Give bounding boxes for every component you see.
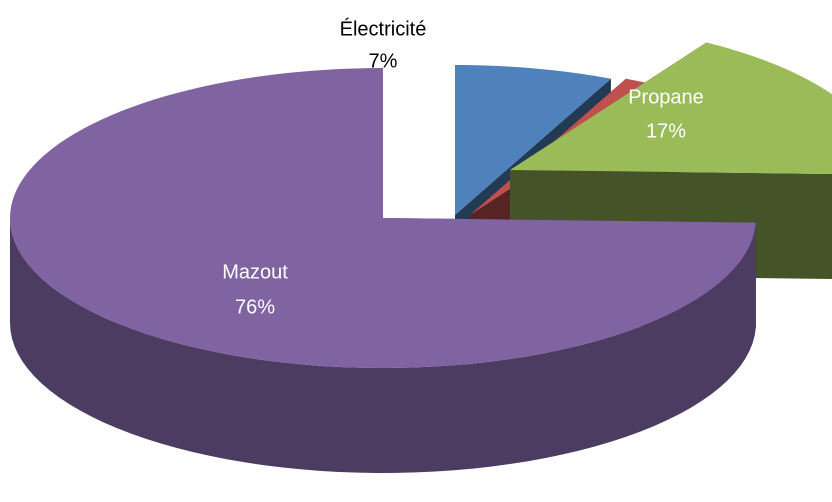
slice-side <box>10 218 756 473</box>
slice-label: Mazout <box>222 261 288 283</box>
slice-value-label: 7% <box>369 50 398 72</box>
slice-value-label: 17% <box>646 120 686 142</box>
slice-value-label: 76% <box>235 296 275 318</box>
slice <box>10 68 756 473</box>
slice-label: Propane <box>628 86 704 108</box>
slice-top <box>455 65 611 215</box>
slice-top <box>510 42 832 174</box>
slice-top <box>10 68 756 368</box>
slice-label: Électricité <box>340 17 427 40</box>
